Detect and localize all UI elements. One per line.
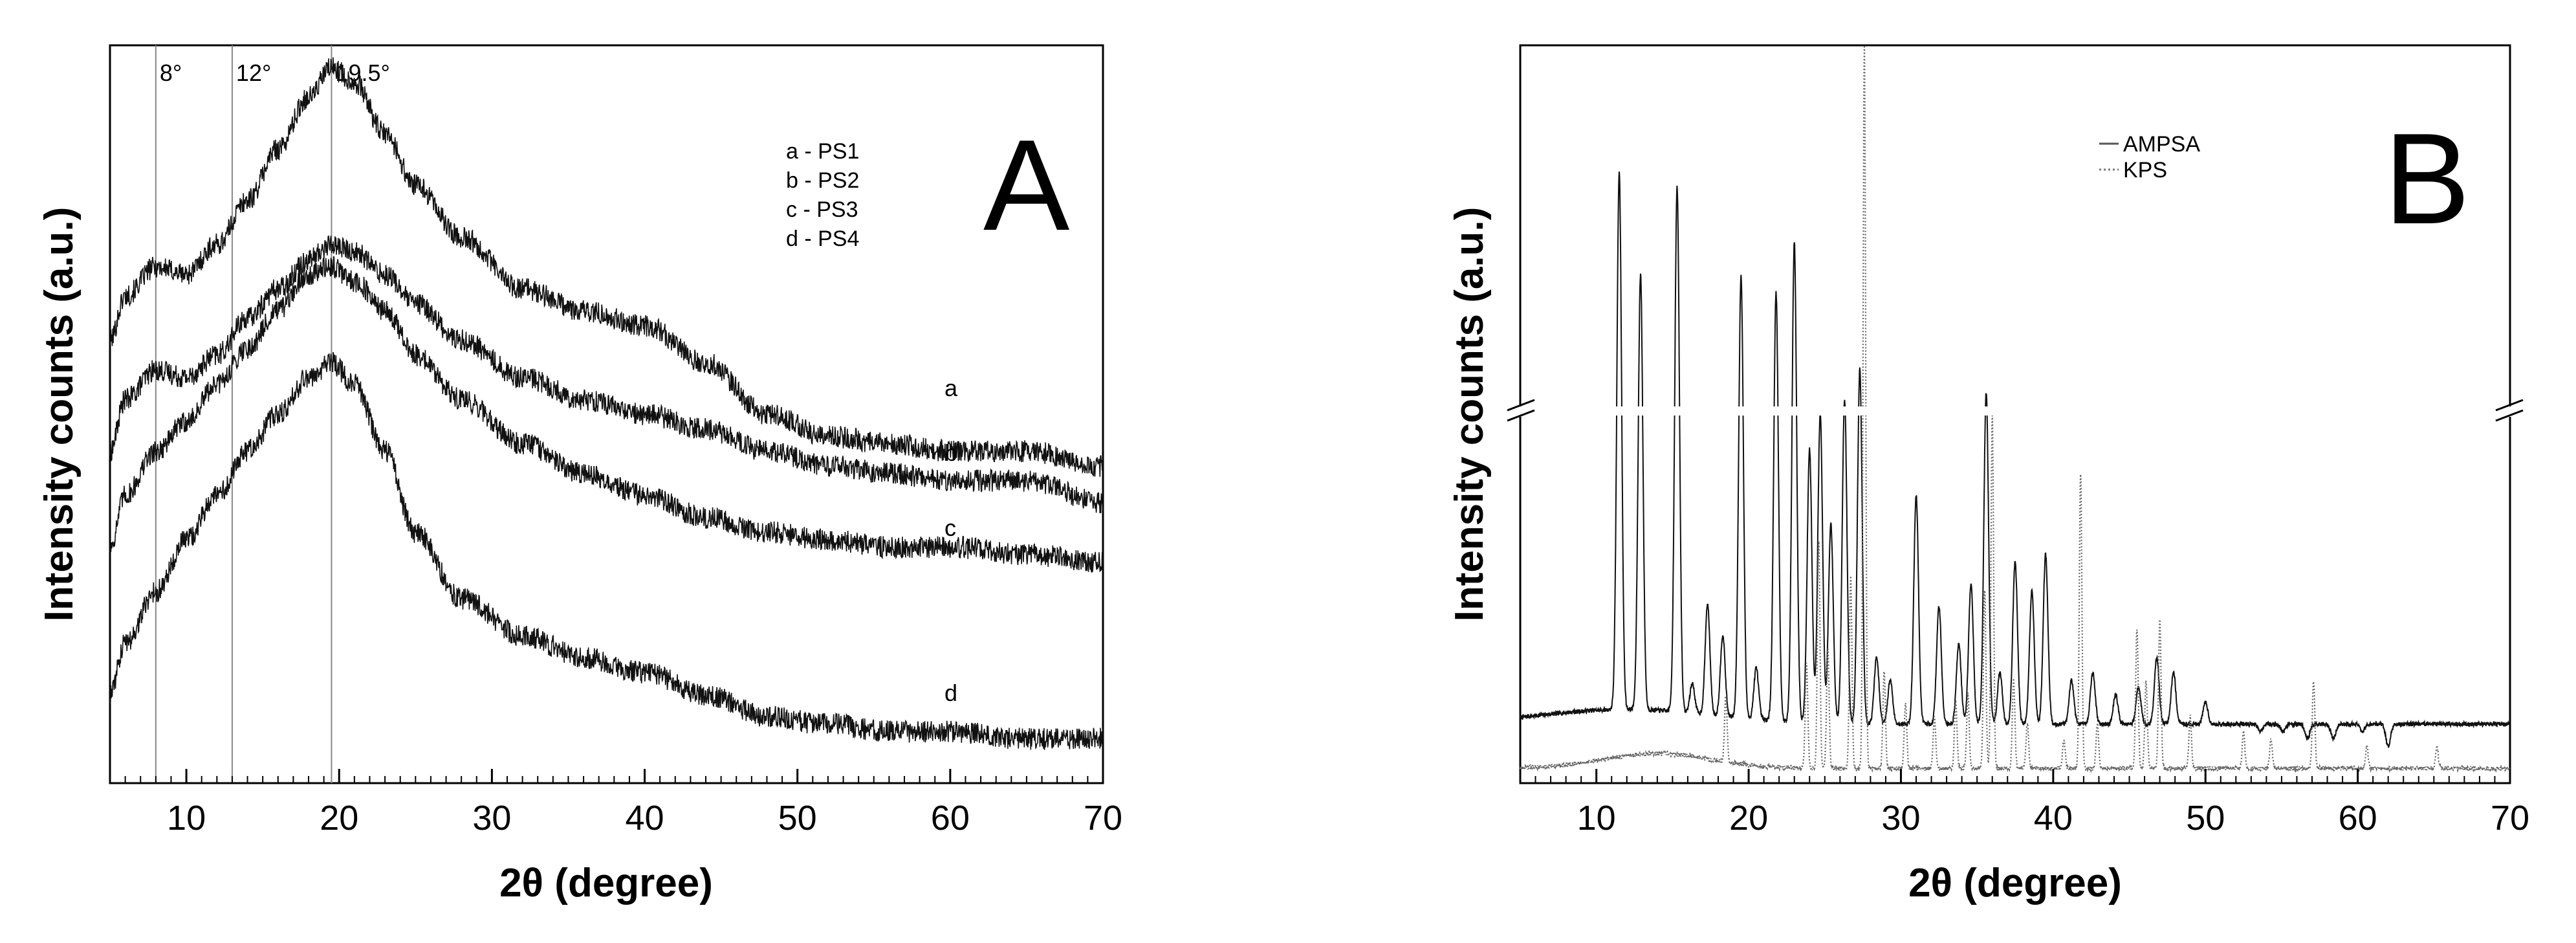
series-ampsa-line <box>1520 172 2510 749</box>
panel-a-curve-labels: a b c d <box>944 375 958 706</box>
curve-label-a: a <box>944 375 958 401</box>
a-tick-label-50: 50 <box>778 799 817 838</box>
axis-break-right-2 <box>2495 409 2524 422</box>
b-tick-label-20: 20 <box>1729 799 1768 838</box>
ref-label-12: 12° <box>236 60 271 86</box>
curve-label-b: b <box>944 439 957 466</box>
axis-break-gap <box>1533 406 2497 416</box>
axis-break-left-1 <box>1507 399 1535 412</box>
a-tick-label-60: 60 <box>931 799 970 838</box>
b-tick-label-60: 60 <box>2339 799 2377 838</box>
b-tick-label-30: 30 <box>1881 799 1920 838</box>
a-tick-label-20: 20 <box>320 799 358 838</box>
legend-item-ps2: b - PS2 <box>786 168 859 193</box>
series-a-line <box>109 57 1104 477</box>
panel-a-x-axis-title: 2θ (degree) <box>499 861 713 905</box>
panel-a-x-ticks <box>109 769 1104 783</box>
axis-break-right-1 <box>2495 399 2524 412</box>
panel-a-y-axis-title: Intensity counts (a.u.) <box>37 207 82 622</box>
legend-item-kps: KPS <box>2123 158 2167 183</box>
panel-b-series <box>1519 45 2511 773</box>
a-tick-label-30: 30 <box>472 799 511 838</box>
b-tick-label-40: 40 <box>2034 799 2073 838</box>
series-kps-line <box>1519 45 2511 773</box>
panel-b-x-ticks <box>1520 769 2511 783</box>
legend-item-ps1: a - PS1 <box>786 139 859 164</box>
panel-a-legend: a - PS1 b - PS2 c - PS3 d - PS4 <box>786 139 859 251</box>
panel-b-legend: AMPSA KPS <box>2099 132 2200 183</box>
curve-label-d: d <box>944 680 957 706</box>
series-b-line <box>109 235 1104 514</box>
b-tick-label-10: 10 <box>1577 799 1616 838</box>
legend-item-ampsa: AMPSA <box>2123 132 2200 157</box>
panel-a-tick-labels: 10 20 30 40 50 60 70 <box>167 799 1122 838</box>
panel-a-series <box>109 57 1104 750</box>
series-c-line <box>109 256 1104 573</box>
panel-b-tick-labels: 10 20 30 40 50 60 70 <box>1577 799 2529 838</box>
panel-b-letter: B <box>2384 107 2470 251</box>
panel-b: 10 20 30 40 50 60 70 2θ (degree) Intensi… <box>1447 44 2529 905</box>
a-tick-label-70: 70 <box>1084 799 1122 838</box>
panel-b-x-axis-title: 2θ (degree) <box>1908 861 2122 905</box>
panel-a: 8° 12° 19.5° a b c d 10 20 30 40 50 60 7… <box>37 44 1122 905</box>
panel-a-reference-lines <box>155 45 333 783</box>
a-tick-label-40: 40 <box>625 799 664 838</box>
b-tick-label-70: 70 <box>2491 799 2529 838</box>
b-tick-label-50: 50 <box>2186 799 2225 838</box>
axis-break-left-2 <box>1507 409 1535 422</box>
panel-a-letter: A <box>983 113 1070 258</box>
panel-a-plot-frame <box>109 44 1104 784</box>
axis-break-marks <box>1507 399 2524 422</box>
a-tick-label-10: 10 <box>167 799 206 838</box>
ref-label-8: 8° <box>160 60 182 86</box>
curve-label-c: c <box>944 515 956 541</box>
panel-b-y-axis-title: Intensity counts (a.u.) <box>1447 207 1492 622</box>
series-d-line <box>109 351 1104 750</box>
legend-item-ps4: d - PS4 <box>786 227 859 251</box>
legend-item-ps3: c - PS3 <box>786 197 858 222</box>
